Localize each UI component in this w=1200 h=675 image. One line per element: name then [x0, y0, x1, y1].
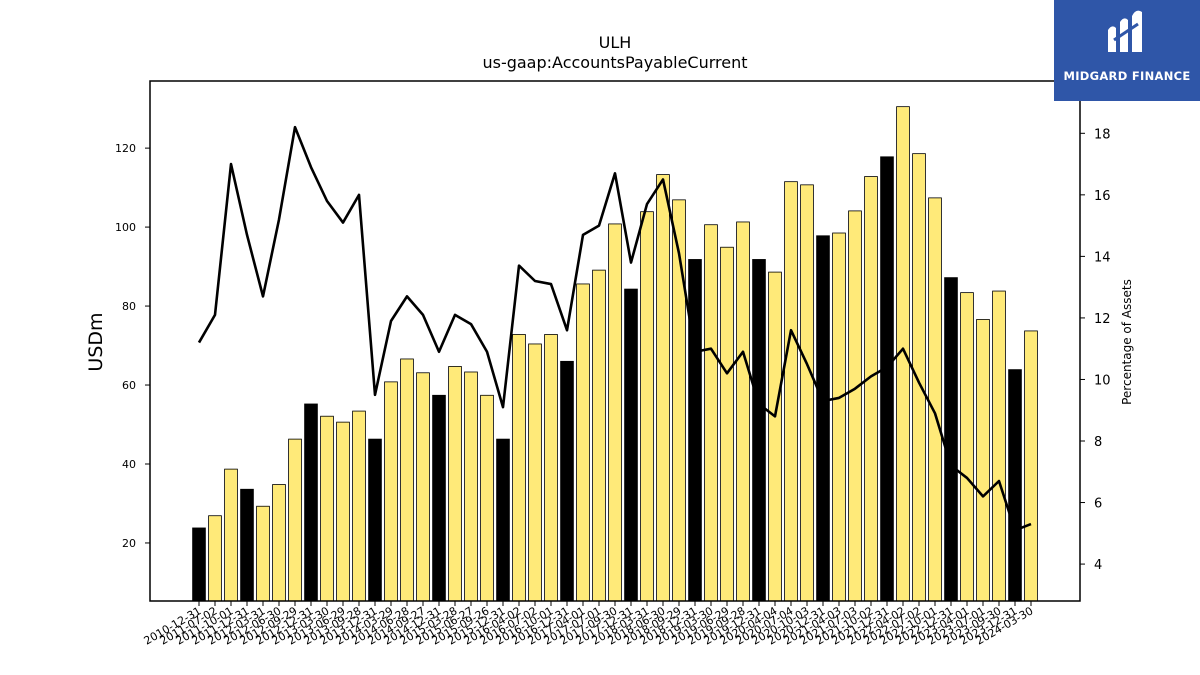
y-right-tick-label: 18 — [1094, 127, 1111, 142]
line-layer — [197, 125, 1032, 532]
y-right-tick-label: 10 — [1094, 373, 1111, 388]
y-right-tick-label: 4 — [1094, 558, 1102, 573]
series-line — [197, 125, 1032, 532]
bar — [656, 174, 670, 602]
y-tick-label: 20 — [122, 537, 136, 550]
y-tick-label: 40 — [122, 458, 136, 471]
bar — [624, 288, 638, 602]
bar — [640, 211, 654, 602]
bar — [720, 246, 734, 602]
bar — [816, 235, 830, 602]
bar — [352, 410, 366, 602]
bar — [400, 358, 414, 602]
bar — [256, 505, 270, 602]
bar — [560, 360, 574, 602]
bar — [384, 381, 398, 602]
bar — [528, 343, 542, 602]
brand-logo-text: MIDGARD FINANCE — [1063, 69, 1191, 83]
chart-subtitle: us-gaap:AccountsPayableCurrent — [482, 53, 747, 72]
bar — [800, 184, 814, 602]
bar — [544, 334, 558, 602]
y-tick-label: 60 — [122, 379, 136, 392]
bar — [192, 527, 206, 602]
bar — [576, 283, 590, 602]
bar — [496, 438, 510, 602]
bar — [480, 394, 494, 602]
y-right-tick-label: 8 — [1094, 435, 1102, 450]
bar — [688, 259, 702, 602]
y-right-tick-label: 6 — [1094, 497, 1102, 512]
bar-group — [192, 106, 1038, 602]
bar — [880, 156, 894, 602]
y-axis-label: USDm — [85, 312, 107, 371]
bar — [768, 271, 782, 602]
bar — [864, 176, 878, 602]
bar — [336, 421, 350, 602]
bar — [832, 232, 846, 602]
y-right-tick-label: 12 — [1094, 312, 1111, 327]
bar — [304, 403, 318, 602]
bar — [592, 269, 606, 602]
bar — [848, 210, 862, 602]
bar — [1024, 330, 1038, 602]
brand-logo: MIDGARD FINANCE — [1054, 0, 1200, 101]
bar — [1008, 369, 1022, 602]
midgard-logo-icon — [1108, 10, 1142, 53]
chart-title: ULH — [599, 33, 632, 52]
bar — [208, 515, 222, 602]
bar — [448, 366, 462, 602]
bar — [960, 292, 974, 602]
bar — [272, 484, 286, 602]
bar — [992, 290, 1006, 602]
bar — [368, 438, 382, 602]
bar — [704, 224, 718, 602]
bar — [736, 221, 750, 602]
y-tick-label: 120 — [115, 142, 136, 155]
bar — [752, 259, 766, 602]
y-tick-label: 100 — [115, 221, 136, 234]
bar — [976, 319, 990, 602]
y-right-tick-label: 14 — [1094, 250, 1111, 265]
bar — [464, 371, 478, 602]
bar — [784, 181, 798, 602]
y-tick-label: 80 — [122, 300, 136, 313]
bar — [512, 334, 526, 602]
bar — [432, 394, 446, 602]
bar — [320, 415, 334, 602]
y-right-tick-label: 16 — [1094, 189, 1111, 204]
bar — [912, 153, 926, 602]
bar — [608, 223, 622, 602]
bar — [944, 277, 958, 602]
bar — [240, 488, 254, 602]
bar — [288, 438, 302, 602]
bar — [928, 197, 942, 602]
y-axis-right-label: Percentage of Assets — [1120, 279, 1134, 405]
bar — [416, 372, 430, 602]
bar — [224, 468, 238, 602]
